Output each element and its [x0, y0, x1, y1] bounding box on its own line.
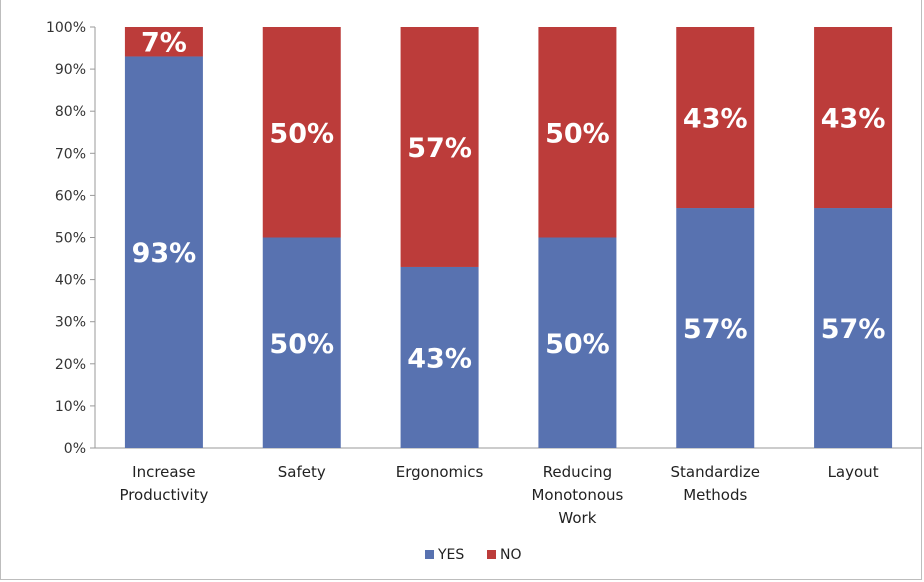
y-tick-label: 90%	[55, 62, 86, 78]
bar-segment-yes	[262, 237, 341, 448]
category-label: Standardize Methods	[670, 463, 760, 504]
legend-swatch-no	[487, 550, 496, 559]
data-labels: 93% 7% 50% 50% 43% 57% 50% 50% 57% 43% 57% 43%	[132, 28, 886, 375]
data-label-no: 7%	[141, 28, 187, 59]
y-tick-label: 80%	[55, 104, 86, 120]
y-tick-label: 70%	[55, 146, 86, 162]
data-label-yes: 93%	[132, 238, 197, 269]
category-label: Safety	[278, 463, 326, 481]
legend-swatch-yes	[425, 550, 434, 559]
data-label-no: 50%	[269, 118, 334, 149]
axes: 0% 10% 20% 30% 40% 50% 60% 70% 80% 90% 100%	[46, 20, 922, 457]
y-tick-label: 0%	[64, 441, 86, 457]
bar-segment-no	[814, 27, 893, 209]
data-label-yes: 57%	[821, 314, 886, 345]
bar-segment-no	[676, 27, 755, 209]
legend: YES NO	[425, 547, 522, 563]
data-label-no: 43%	[821, 104, 886, 135]
category-label: Increase Productivity	[119, 463, 208, 504]
bar-segment-no	[124, 27, 203, 57]
data-label-yes: 57%	[683, 314, 748, 345]
y-tick-label: 20%	[55, 357, 86, 373]
bar-segment-yes	[400, 266, 479, 448]
y-tick-label: 40%	[55, 273, 86, 289]
category-label: Ergonomics	[396, 463, 484, 481]
y-tick-label: 60%	[55, 188, 86, 204]
bar-segment-no	[538, 27, 617, 238]
bar-segment-yes	[538, 237, 617, 448]
legend-label-yes: YES	[437, 547, 464, 563]
y-tick-label: 10%	[55, 399, 86, 415]
category-label: Layout	[828, 463, 879, 481]
bar-segment-no	[262, 27, 341, 238]
data-label-yes: 50%	[545, 329, 610, 360]
data-label-no: 57%	[407, 133, 472, 164]
bar-segment-yes	[676, 208, 755, 448]
data-label-no: 43%	[683, 104, 748, 135]
bars	[124, 27, 893, 448]
bar-segment-yes	[814, 208, 893, 448]
data-label-yes: 43%	[407, 343, 472, 374]
data-label-yes: 50%	[269, 329, 334, 360]
legend-label-no: NO	[500, 547, 522, 563]
y-tick-label: 30%	[55, 315, 86, 331]
y-tick-label: 50%	[55, 231, 86, 247]
category-label: Reducing Monotonous Work	[531, 463, 623, 527]
data-label-no: 50%	[545, 118, 610, 149]
bar-segment-no	[400, 27, 479, 267]
y-tick-label: 100%	[46, 20, 86, 36]
bar-segment-yes	[124, 56, 203, 448]
category-labels: Increase Productivity Safety Ergonomics Redu…	[119, 463, 878, 527]
